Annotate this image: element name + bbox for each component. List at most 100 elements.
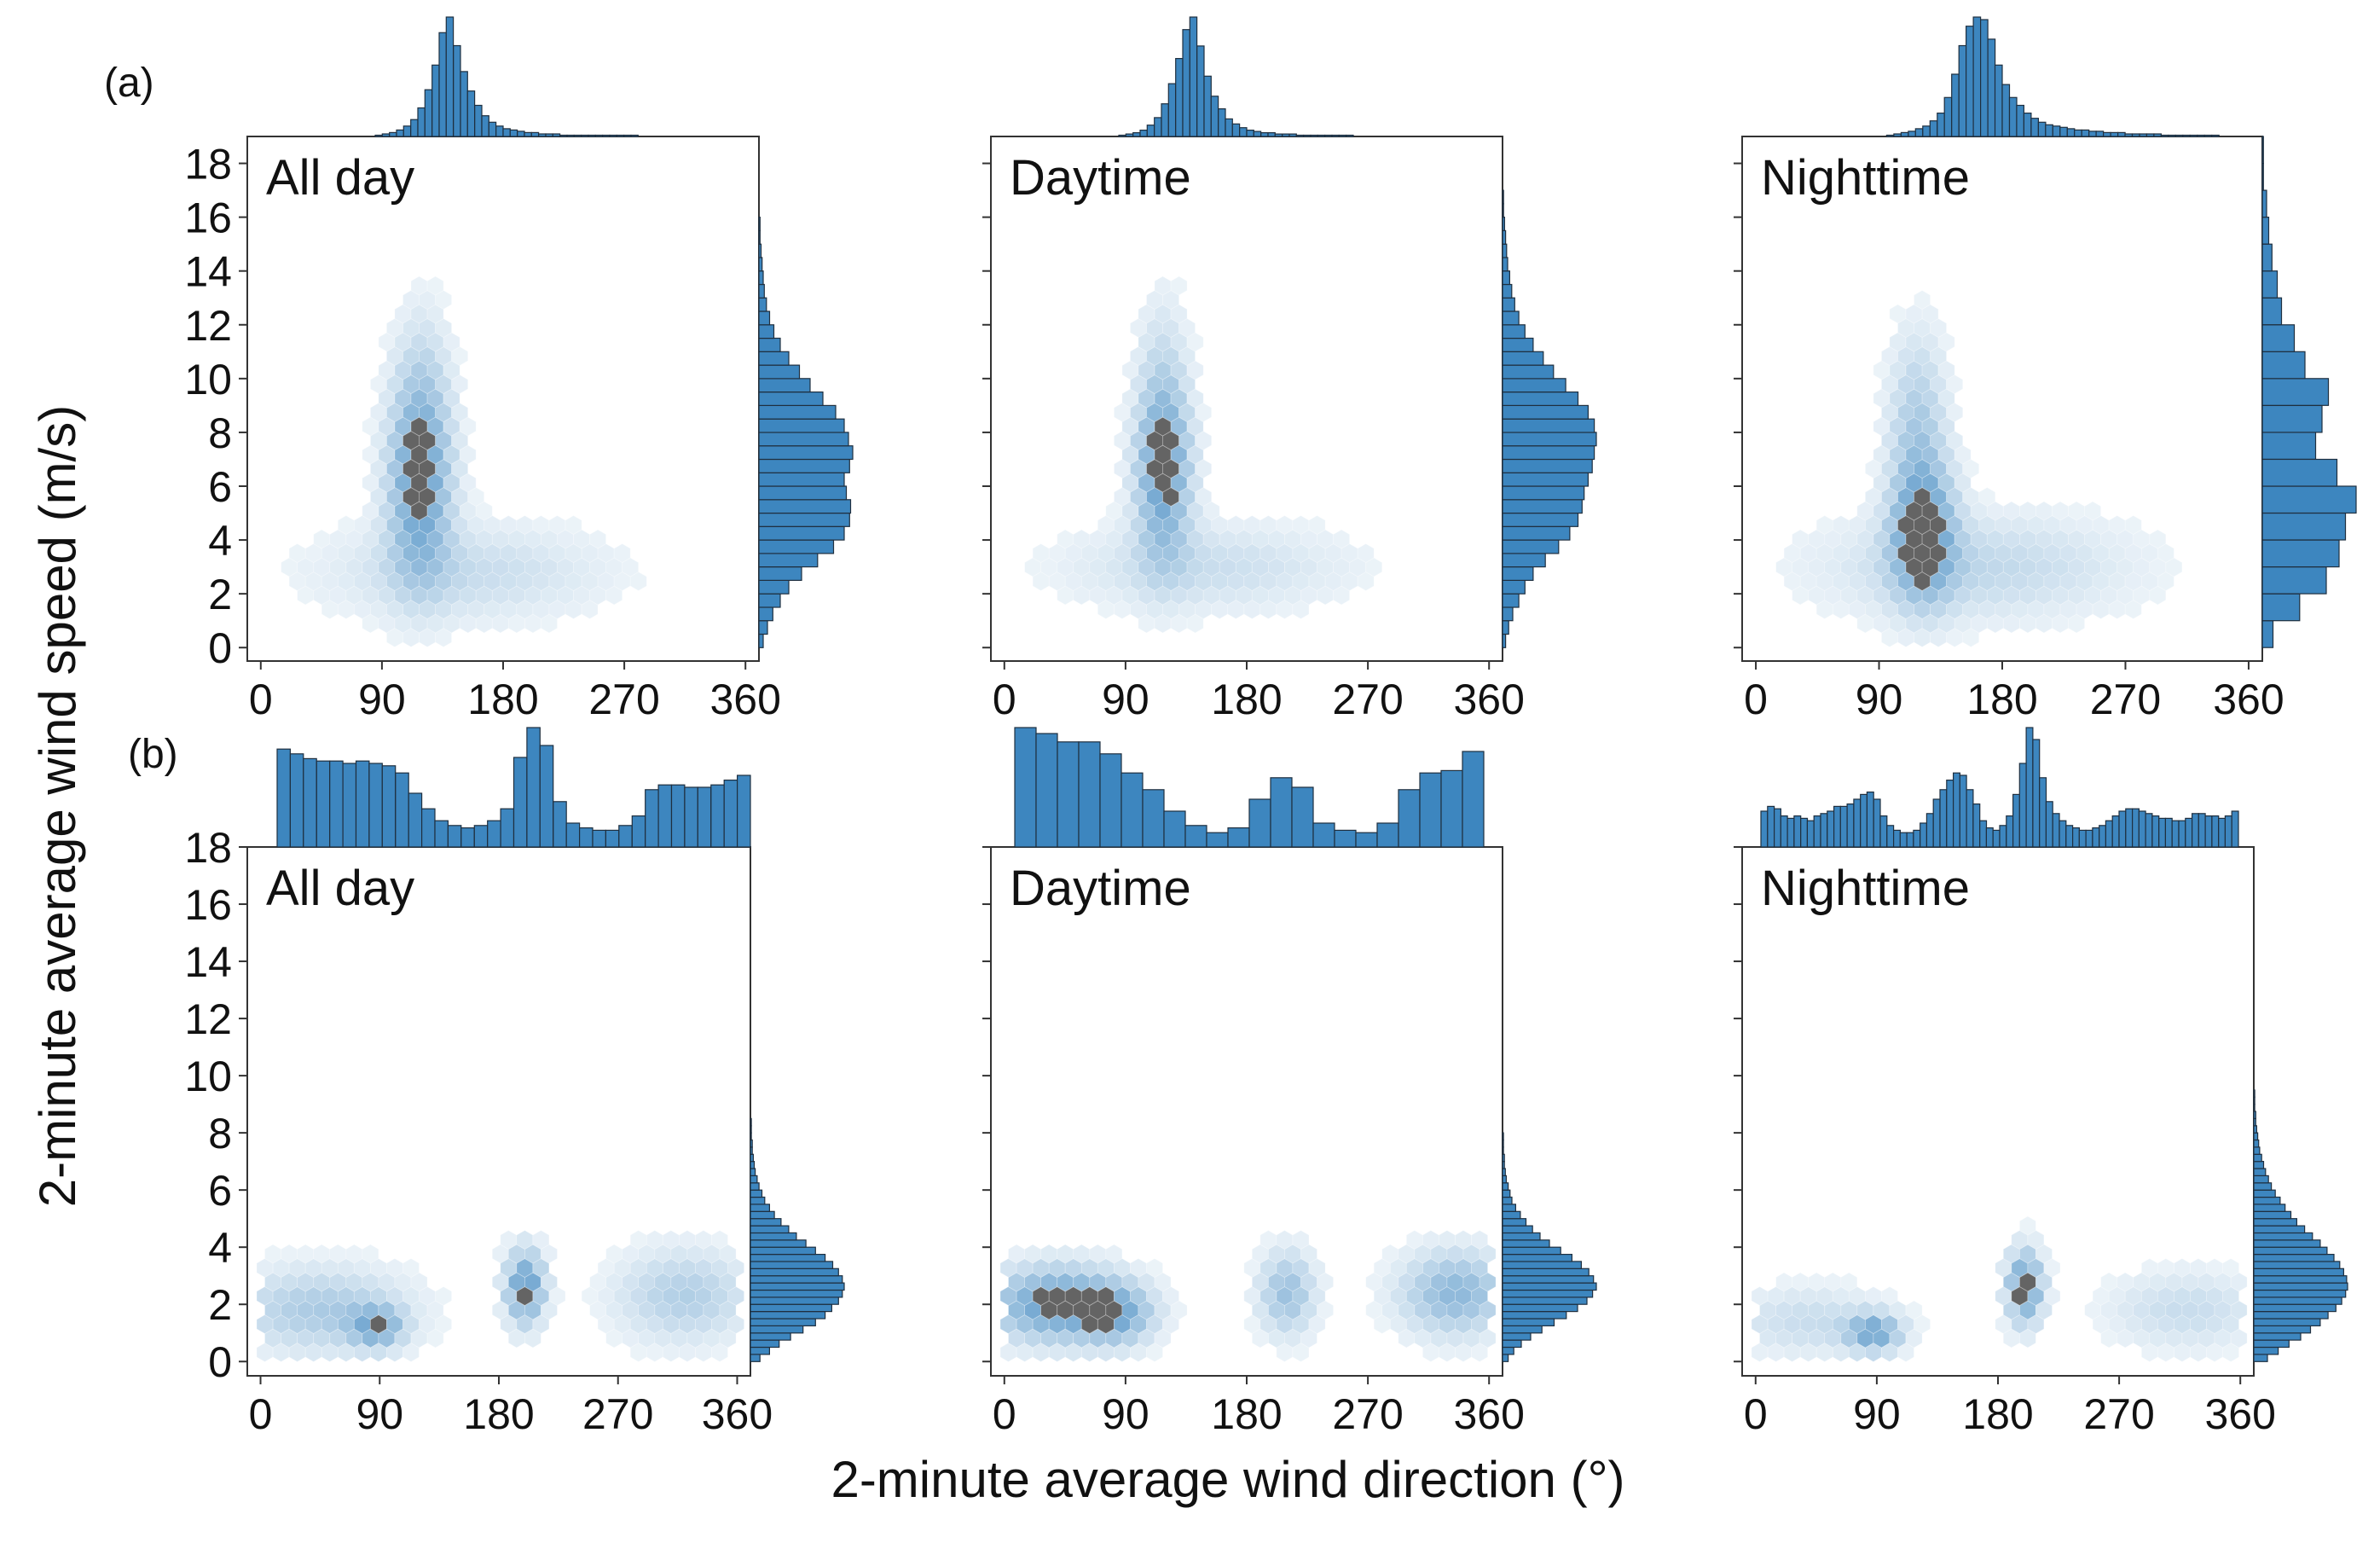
hexbin-cell <box>1333 557 1350 577</box>
hexbin-cell <box>475 613 493 634</box>
x-hist-bar <box>697 786 712 848</box>
x-hist-bar <box>1121 772 1144 848</box>
hexbin-cell <box>297 1272 315 1292</box>
y-hist-bar <box>2253 1225 2306 1234</box>
hexbin-cell <box>1064 1343 1082 1362</box>
x-hist-bar <box>1953 772 1961 848</box>
hexbin-cell <box>1905 1300 1923 1320</box>
hexbin-cell <box>500 543 518 563</box>
hexbin-cell <box>2133 529 2151 549</box>
hexbin-cell <box>402 318 420 338</box>
hexbin-cell <box>703 1244 721 1264</box>
hexbin-cell <box>516 600 534 619</box>
hexbin-cell <box>1864 543 1882 563</box>
y-hist-bar <box>758 445 854 461</box>
y-hist-bar <box>2261 297 2283 326</box>
y-tick-label: 18 <box>184 141 232 189</box>
x-hist-bar <box>2037 121 2047 137</box>
hexbin-cell <box>999 1343 1017 1362</box>
hexbin-cell <box>2092 543 2110 563</box>
hexbin-cell <box>1775 1300 1793 1320</box>
hexbin-cell <box>2230 1300 2248 1320</box>
hexbin-cell <box>1856 529 1874 549</box>
hexbin-cell <box>2133 1328 2151 1349</box>
hexbin-cell <box>321 1258 339 1278</box>
hexbin-cell <box>532 1314 550 1334</box>
y-hist-bar <box>758 566 802 581</box>
hexbin-cell <box>1422 1230 1439 1250</box>
hexbin-cell <box>2117 1300 2134 1320</box>
y-hist-bar <box>2261 324 2296 352</box>
hexbin-cell <box>1219 557 1236 577</box>
hexbin-cell <box>1162 1286 1179 1306</box>
hexbin-cell <box>597 571 615 591</box>
hexbin-cell <box>589 585 606 606</box>
x-hist-bar <box>2059 126 2068 137</box>
hexbin-cell <box>281 1272 298 1292</box>
hexbin-cell <box>1186 360 1204 380</box>
hexbin-cell <box>272 1258 290 1278</box>
x-hist-bar <box>1139 130 1148 137</box>
hexbin-cell <box>2035 585 2053 606</box>
x-hist-bar <box>2059 820 2067 848</box>
hexbin-cell <box>459 585 477 606</box>
hexbin-cell <box>1195 487 1213 507</box>
hexbin-cell <box>362 1272 379 1292</box>
hexbin-cell <box>1824 557 1842 577</box>
hexbin-cell <box>565 600 582 619</box>
hexbin-cell <box>435 1286 452 1306</box>
hexbin-cell <box>2011 1230 2029 1250</box>
y-hist-bar <box>2253 1189 2276 1198</box>
x-hist-bar <box>445 16 455 137</box>
y-hist-bar <box>1502 593 1520 608</box>
y-hist-bar <box>1502 432 1597 447</box>
x-hist-bar <box>2171 820 2180 848</box>
hexbin-cell <box>1905 1328 1923 1349</box>
hexbin-cell <box>516 543 534 563</box>
hexbin-cell <box>1783 1286 1801 1306</box>
hexbin-cell <box>345 1272 363 1292</box>
x-hist-bar <box>1972 803 1981 848</box>
x-hist-bar <box>2016 104 2024 137</box>
x-hist-bar <box>2158 817 2167 848</box>
hexbin-cell <box>385 600 403 619</box>
y-hist-bar <box>1502 1204 1516 1212</box>
hexbin-cell <box>557 585 574 606</box>
x-hist-bar <box>1196 45 1205 137</box>
hexbin-cell <box>1308 1286 1326 1306</box>
x-hist-bar <box>1999 825 2007 848</box>
hexbin-cell <box>362 416 379 437</box>
x-hist-bar <box>431 64 440 137</box>
hexbin-cell <box>597 1258 615 1278</box>
hexbin-cell <box>1930 346 1948 366</box>
y-hist-bar <box>750 1318 816 1326</box>
y-hist-bar <box>2261 485 2357 514</box>
y-hist-bar <box>2253 1210 2292 1220</box>
hexbin-cell <box>605 1244 623 1264</box>
x-hist-bar <box>289 753 304 848</box>
hexbin-cell <box>297 1244 315 1264</box>
hexbin-cell <box>1889 388 1907 409</box>
x-tick-label: 270 <box>2090 676 2161 723</box>
x-hist-bar <box>1774 808 1782 848</box>
hexbin-cell <box>385 346 403 366</box>
hexbin-cell <box>2084 557 2102 577</box>
y-hist-bar <box>750 1218 782 1227</box>
x-hist-bar <box>1879 815 1888 848</box>
y-hist-bar <box>1502 1253 1573 1262</box>
hexbin-cell <box>1930 628 1948 647</box>
y-hist-bar <box>750 1117 752 1127</box>
hexbin-cell <box>1880 1286 1898 1306</box>
y-hist-bar <box>1502 418 1595 433</box>
hexbin-cell <box>727 1314 744 1334</box>
hexbin-cell <box>410 360 428 380</box>
hexbin-cell <box>654 1328 672 1349</box>
hexbin-cell <box>2198 1300 2215 1320</box>
hexbin-cell <box>1405 1286 1423 1306</box>
y-hist-bar <box>1502 1225 1533 1234</box>
x-hist-bar <box>329 760 344 848</box>
hexbin-cell <box>1016 1258 1034 1278</box>
x-hist-bar <box>402 125 412 137</box>
hexbin-cell <box>1462 1328 1480 1349</box>
x-hist-bar <box>2052 813 2060 848</box>
